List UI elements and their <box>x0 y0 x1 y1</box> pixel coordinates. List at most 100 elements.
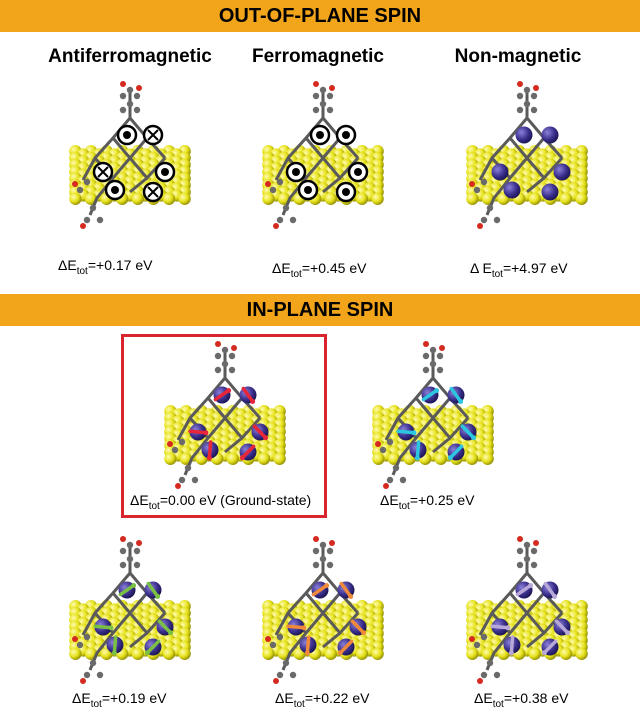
carbon-atom <box>276 671 284 679</box>
gold-atom <box>324 647 337 660</box>
carbon-atom <box>83 671 91 679</box>
in-plane-banner: IN-PLANE SPIN <box>0 294 640 326</box>
carbon-atom <box>282 659 290 667</box>
gold-atom <box>178 192 191 205</box>
carbon-atom <box>386 476 394 484</box>
in-plane-title: IN-PLANE SPIN <box>246 298 394 321</box>
spin-arrow-icon <box>188 429 208 435</box>
arrow-head <box>144 650 150 656</box>
carbon-atom <box>178 476 186 484</box>
gold-atom <box>575 192 588 205</box>
gold-atom <box>257 452 271 465</box>
spin-arrow-icon <box>240 444 256 460</box>
arrow-head <box>304 650 310 656</box>
oxygen-atom <box>423 341 429 347</box>
antiferro-title: Antiferromagnetic <box>48 46 212 67</box>
carbon-atom <box>523 541 531 549</box>
molecular-bond <box>478 117 529 181</box>
nonmag-title: Non-magnetic <box>454 46 582 67</box>
arrow-head <box>348 594 354 600</box>
oxygen-atom <box>120 536 126 542</box>
gold-atom <box>528 647 541 660</box>
carbon-atom <box>516 92 524 100</box>
panel-ip2 <box>338 340 528 490</box>
spin-arrow-icon <box>112 635 118 655</box>
oxygen-atom <box>167 441 173 447</box>
carbon-atom <box>133 561 141 569</box>
oxygen-atom <box>533 540 539 546</box>
carbon-atom <box>516 106 524 114</box>
spin-arrow-icon <box>146 581 160 599</box>
carbon-atom <box>276 633 284 641</box>
ip5-structure <box>466 536 588 684</box>
dot-mark <box>342 131 350 139</box>
carbon-atom <box>89 204 97 212</box>
carbon-atom <box>480 633 488 641</box>
oxygen-atom <box>313 81 319 87</box>
carbon-atom <box>119 92 127 100</box>
arrow-head <box>111 650 117 656</box>
carbon-atom <box>480 216 488 224</box>
gold-atom <box>575 647 588 660</box>
gold-atom <box>372 452 385 465</box>
gold-atom <box>559 192 573 205</box>
carbon-atom <box>282 204 290 212</box>
carbon-atom <box>486 659 494 667</box>
carbon-atom <box>269 641 277 649</box>
spin-arrow-icon <box>339 581 353 599</box>
carbon-atom <box>133 92 141 100</box>
carbon-atom <box>429 360 437 368</box>
afm-structure <box>69 81 191 229</box>
spin-arrow-icon <box>157 619 173 635</box>
arrow-head <box>337 650 343 656</box>
arrow-head <box>411 430 417 436</box>
carbon-atom <box>126 100 134 108</box>
carbon-atom <box>319 100 327 108</box>
carbon-atom <box>289 216 297 224</box>
arrow-head <box>131 582 137 588</box>
carbon-atom <box>126 541 134 549</box>
arrow-head <box>565 630 571 636</box>
carbon-atom <box>480 671 488 679</box>
panel-ip4 <box>228 535 418 685</box>
gold-atom <box>324 192 337 205</box>
gold-atom <box>559 647 573 660</box>
arrow-head <box>414 455 420 461</box>
carbon-atom <box>319 86 327 94</box>
gold-atom <box>466 192 479 205</box>
spin-arrow-icon <box>542 639 558 655</box>
spin-arrow-icon <box>213 388 231 402</box>
arrow-head <box>263 435 269 441</box>
arrow-head <box>505 625 511 631</box>
molecule-frame <box>72 536 167 684</box>
gold-atom <box>226 452 239 465</box>
metal-atom <box>553 163 571 181</box>
panel-ip3 <box>35 535 225 685</box>
arrow-head <box>434 387 440 393</box>
carbon-atom <box>133 547 141 555</box>
carbon-atom <box>83 216 91 224</box>
carbon-atom <box>221 360 229 368</box>
energy-nm: Δ Etot=+4.97 eV <box>470 260 568 280</box>
arrow-head <box>108 625 114 631</box>
carbon-atom <box>319 541 327 549</box>
gold-atom <box>465 452 479 465</box>
spin-arrow-icon <box>509 635 515 655</box>
carbon-atom <box>76 186 84 194</box>
energy-ip3: ΔEtot=+0.19 eV <box>72 690 167 710</box>
arrow-head <box>471 435 477 441</box>
molecular-bond <box>322 176 341 194</box>
carbon-atom <box>523 100 531 108</box>
gold-atom <box>481 452 494 465</box>
carbon-atom <box>486 204 494 212</box>
energy-afm: ΔEtot=+0.17 eV <box>58 257 153 277</box>
arrow-head <box>447 455 453 461</box>
oxygen-atom <box>517 81 523 87</box>
out-of-plane-title: OUT-OF-PLANE SPIN <box>218 4 422 27</box>
molecular-bond <box>526 176 545 194</box>
arrow-head <box>203 430 209 436</box>
gold-atom <box>262 192 275 205</box>
spin-arrow-icon <box>415 440 421 460</box>
spin-sites <box>285 124 369 203</box>
cross-mark <box>97 166 109 178</box>
